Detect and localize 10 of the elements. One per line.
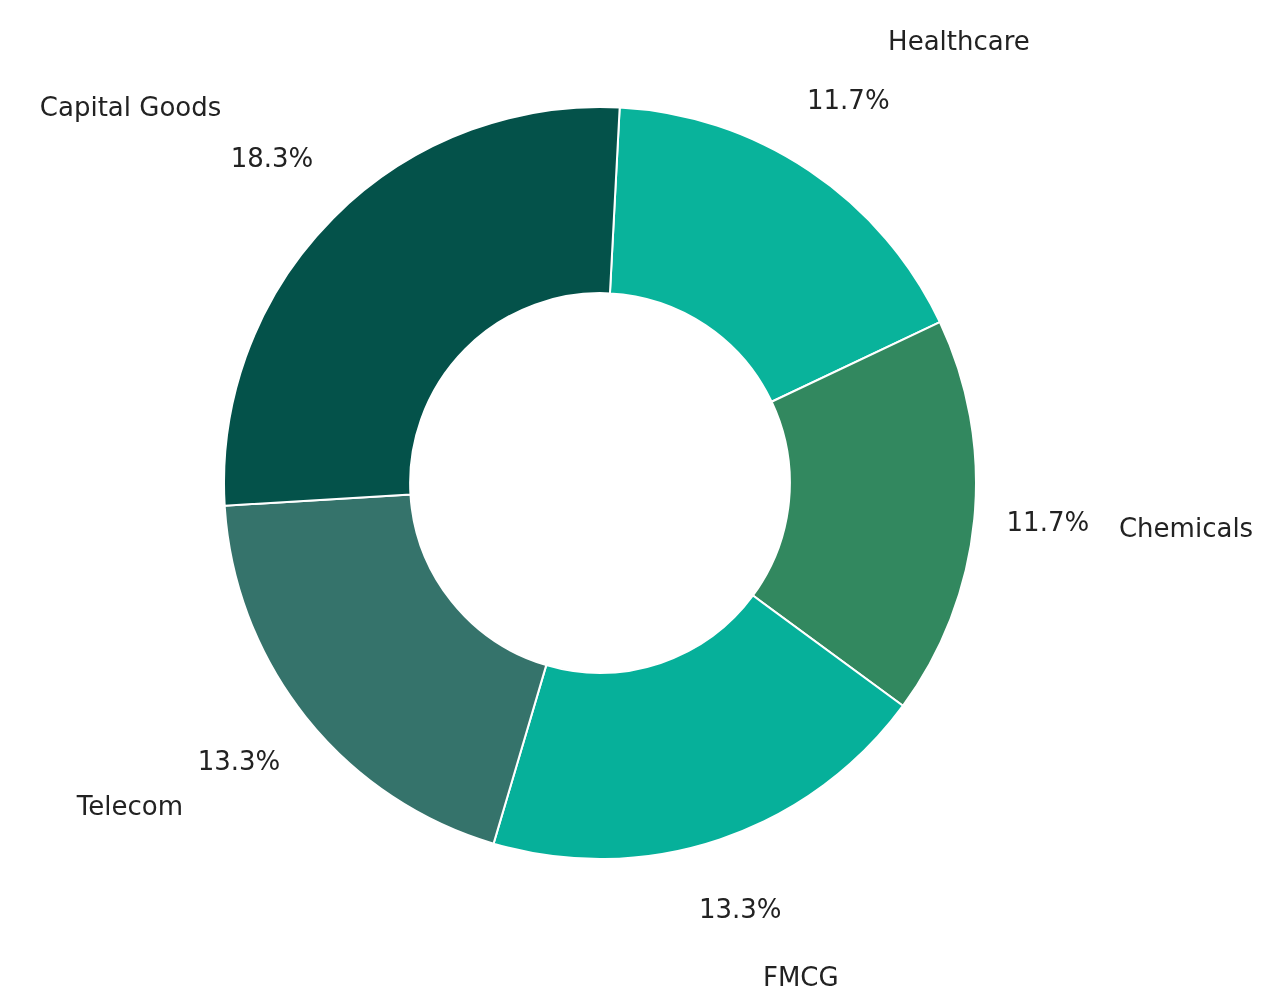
data-label: 13.3%	[698, 894, 782, 925]
slice-label: Chemicals	[1118, 513, 1254, 544]
slice-label: Telecom	[75, 790, 184, 821]
data-label: 11.7%	[807, 85, 890, 116]
slice-label: Capital Goods	[39, 92, 222, 123]
slice-label: Healthcare	[888, 25, 1030, 56]
data-label: 13.3%	[197, 746, 281, 777]
data-label: 11.7%	[1006, 506, 1090, 537]
data-label: 18.3%	[230, 142, 314, 173]
slice-label: FMCG	[762, 961, 839, 992]
